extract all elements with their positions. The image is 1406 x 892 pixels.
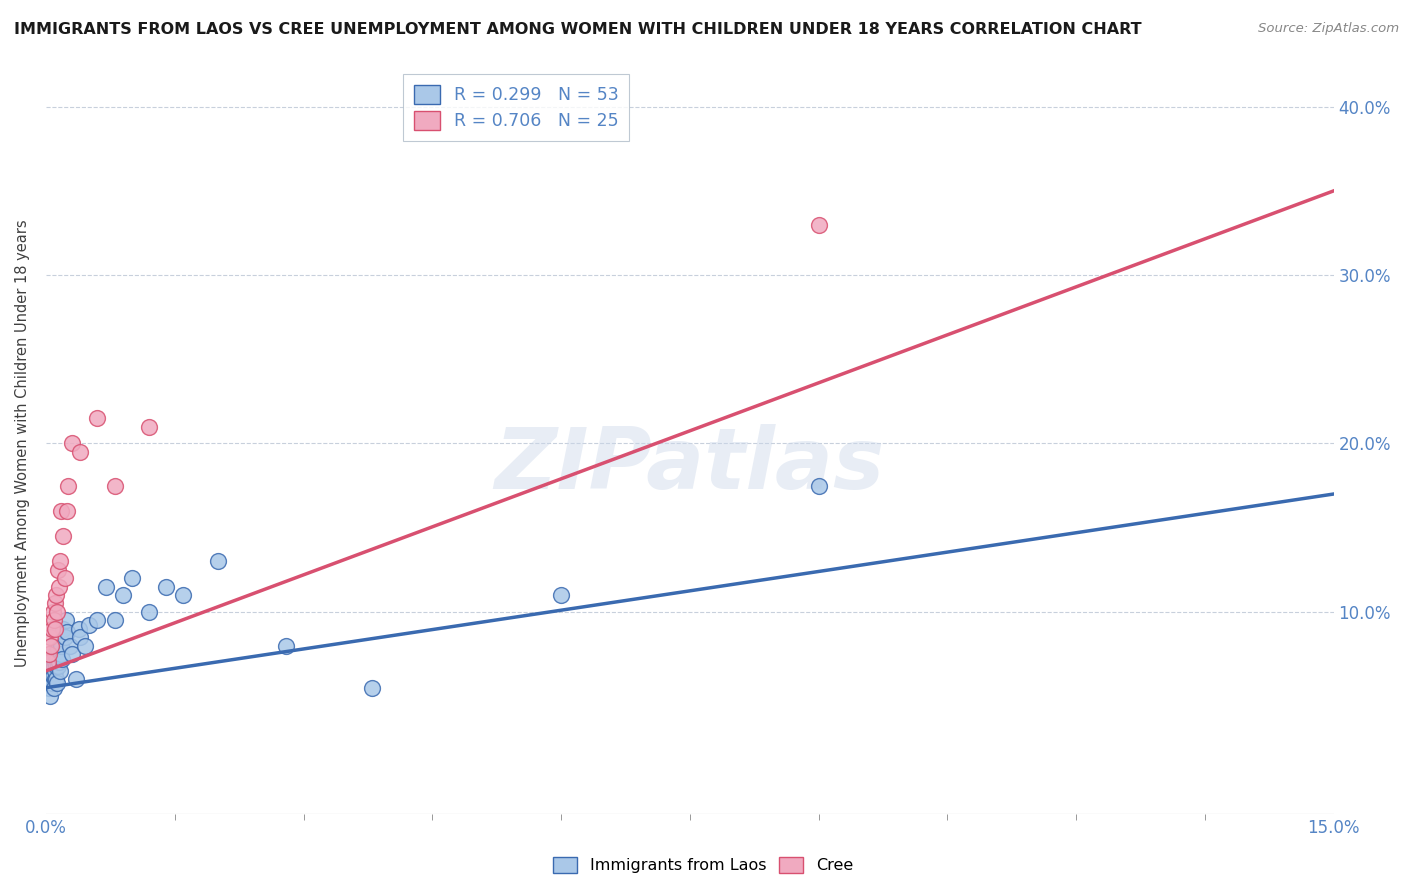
Point <box>41 664 63 678</box>
Point <box>807 218 830 232</box>
Point <box>42 658 65 673</box>
Point <box>138 419 160 434</box>
Point <box>42 605 65 619</box>
Point <box>44 664 66 678</box>
Point <box>69 630 91 644</box>
Point <box>41 675 63 690</box>
Point <box>42 652 65 666</box>
Point <box>807 478 830 492</box>
Point <box>46 652 69 666</box>
Point <box>39 673 62 687</box>
Point <box>51 652 73 666</box>
Point <box>37 656 59 670</box>
Point <box>69 445 91 459</box>
Point <box>48 656 70 670</box>
Point <box>73 639 96 653</box>
Point <box>39 656 62 670</box>
Point <box>52 622 75 636</box>
Point <box>46 658 69 673</box>
Point <box>44 673 66 687</box>
Point <box>67 622 90 636</box>
Point <box>45 673 67 687</box>
Point <box>44 597 66 611</box>
Point <box>55 613 77 627</box>
Point <box>361 681 384 695</box>
Point <box>112 588 135 602</box>
Point <box>77 618 100 632</box>
Point <box>55 504 77 518</box>
Text: IMMIGRANTS FROM LAOS VS CREE UNEMPLOYMENT AMONG WOMEN WITH CHILDREN UNDER 18 YEA: IMMIGRANTS FROM LAOS VS CREE UNEMPLOYMEN… <box>14 22 1142 37</box>
Point <box>207 554 229 568</box>
Point <box>49 647 72 661</box>
Point <box>45 658 67 673</box>
Point <box>38 681 60 695</box>
Point <box>38 647 60 661</box>
Point <box>44 656 66 670</box>
Point <box>44 647 66 661</box>
Legend: Immigrants from Laos, Cree: Immigrants from Laos, Cree <box>547 850 859 880</box>
Point <box>59 639 82 653</box>
Point <box>86 613 108 627</box>
Text: Source: ZipAtlas.com: Source: ZipAtlas.com <box>1258 22 1399 36</box>
Point <box>94 580 117 594</box>
Point <box>52 529 75 543</box>
Point <box>42 681 65 695</box>
Point <box>48 580 70 594</box>
Point <box>42 669 65 683</box>
Point <box>104 478 127 492</box>
Legend: R = 0.299   N = 53, R = 0.706   N = 25: R = 0.299 N = 53, R = 0.706 N = 25 <box>404 74 628 141</box>
Y-axis label: Unemployment Among Women with Children Under 18 years: Unemployment Among Women with Children U… <box>15 219 30 667</box>
Point <box>38 675 60 690</box>
Text: ZIPatlas: ZIPatlas <box>495 425 884 508</box>
Point <box>46 642 69 657</box>
Point <box>121 571 143 585</box>
Point <box>46 605 69 619</box>
Point <box>42 613 65 627</box>
Point <box>51 639 73 653</box>
Point <box>48 664 70 678</box>
Point <box>39 639 62 653</box>
Point <box>38 669 60 683</box>
Point <box>39 664 62 678</box>
Point <box>46 675 69 690</box>
Point <box>46 563 69 577</box>
Point <box>37 673 59 687</box>
Point <box>155 580 177 594</box>
Point <box>550 588 572 602</box>
Point <box>60 647 83 661</box>
Point <box>86 411 108 425</box>
Point <box>104 613 127 627</box>
Point <box>41 622 63 636</box>
Point <box>56 625 79 640</box>
Point <box>39 630 62 644</box>
Point <box>53 571 76 585</box>
Point <box>48 554 70 568</box>
Point <box>276 639 298 653</box>
Point <box>39 689 62 703</box>
Point <box>138 605 160 619</box>
Point <box>65 673 87 687</box>
Point <box>45 588 67 602</box>
Point <box>44 622 66 636</box>
Point <box>58 478 80 492</box>
Point <box>60 436 83 450</box>
Point <box>172 588 194 602</box>
Point <box>53 630 76 644</box>
Point <box>51 504 73 518</box>
